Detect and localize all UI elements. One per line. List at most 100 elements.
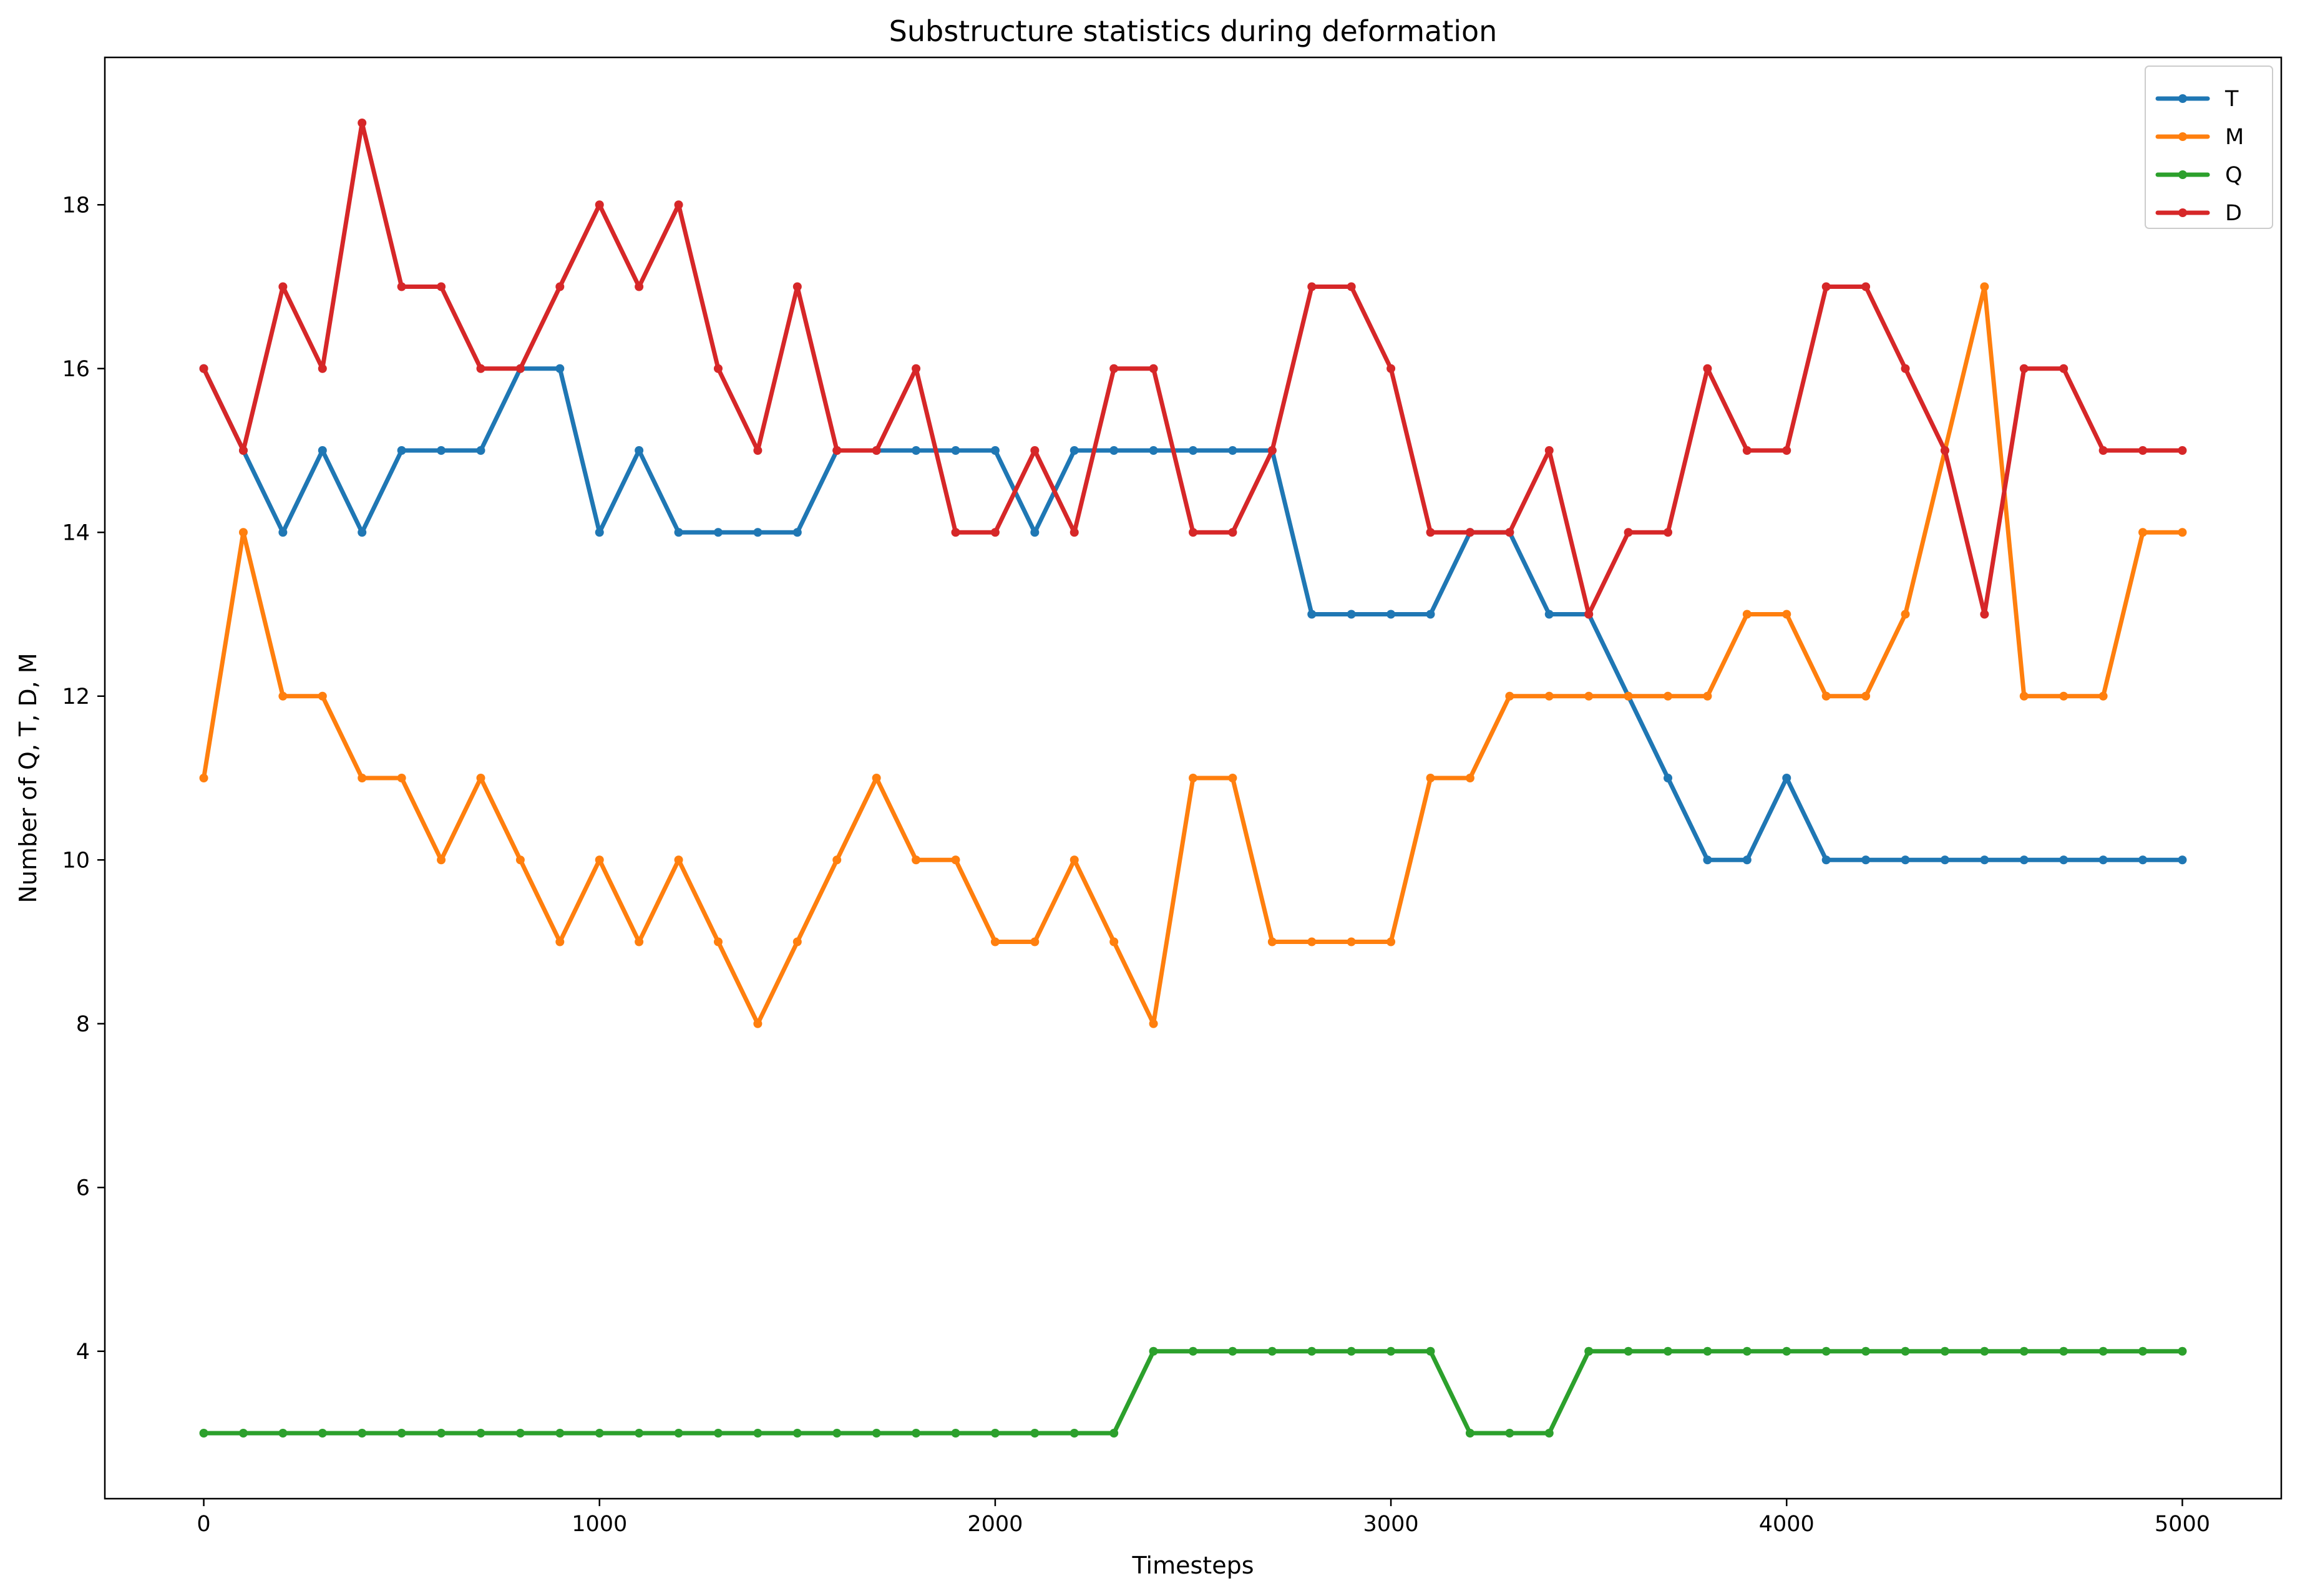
data-point-Q	[1901, 1346, 1910, 1356]
data-point-T	[635, 446, 644, 455]
data-point-D	[1703, 364, 1712, 373]
data-point-T	[792, 528, 802, 537]
data-point-Q	[1030, 1429, 1040, 1438]
data-point-M	[635, 937, 644, 946]
data-point-M	[1782, 610, 1791, 619]
data-point-D	[1307, 282, 1317, 291]
data-point-M	[1703, 691, 1712, 701]
data-point-D	[555, 282, 565, 291]
data-point-Q	[635, 1429, 644, 1438]
data-point-D	[1465, 528, 1474, 537]
data-point-D	[1584, 610, 1594, 619]
data-point-M	[437, 855, 446, 865]
data-point-Q	[1505, 1429, 1514, 1438]
data-point-Q	[2019, 1346, 2029, 1356]
data-point-M	[990, 937, 1000, 946]
data-point-M	[1149, 1019, 1158, 1028]
data-point-M	[1070, 855, 1079, 865]
data-point-M	[278, 691, 288, 701]
data-point-D	[1228, 528, 1237, 537]
data-point-Q	[2138, 1346, 2148, 1356]
data-point-Q	[1980, 1346, 1989, 1356]
y-tick-label: 12	[62, 684, 90, 709]
data-point-M	[674, 855, 683, 865]
data-point-Q	[1624, 1346, 1633, 1356]
data-point-T	[951, 446, 960, 455]
x-tick-label: 2000	[967, 1512, 1023, 1537]
data-point-D	[674, 200, 683, 210]
legend-label-T: T	[2224, 87, 2239, 112]
data-point-M	[2138, 528, 2148, 537]
data-point-T	[595, 528, 604, 537]
data-point-Q	[476, 1429, 485, 1438]
data-point-Q	[1465, 1429, 1474, 1438]
data-point-M	[595, 855, 604, 865]
data-point-D	[1544, 446, 1554, 455]
data-point-T	[1307, 610, 1317, 619]
data-point-Q	[753, 1429, 763, 1438]
data-point-T	[1664, 774, 1673, 782]
data-point-M	[358, 774, 367, 782]
data-point-Q	[555, 1429, 565, 1438]
legend-marker-D	[2178, 208, 2187, 217]
data-point-T	[476, 446, 485, 455]
data-point-M	[1267, 937, 1277, 946]
axes: 0 1000 2000 3000 4000 5000 4 6 8 10 12 14 16 18	[62, 56, 2283, 1537]
y-axis-title: Number of Q, T, D, M	[14, 653, 42, 903]
data-point-Q	[1386, 1346, 1396, 1356]
data-point-T	[397, 446, 406, 455]
data-point-Q	[1189, 1346, 1197, 1356]
data-point-M	[476, 774, 485, 782]
data-point-D	[1267, 446, 1277, 455]
data-point-Q	[437, 1429, 446, 1438]
data-point-D	[2059, 364, 2069, 373]
x-tick-label: 1000	[572, 1512, 627, 1537]
data-point-D	[1782, 446, 1791, 455]
data-point-D	[635, 282, 644, 291]
data-point-T	[1426, 610, 1435, 619]
data-point-T	[1940, 855, 1949, 865]
data-point-M	[1030, 937, 1040, 946]
data-point-T	[1070, 446, 1079, 455]
data-point-Q	[397, 1429, 406, 1438]
data-point-M	[1544, 691, 1554, 701]
data-point-T	[2178, 855, 2187, 865]
y-tick-label: 18	[62, 193, 90, 218]
data-point-M	[2019, 691, 2029, 701]
data-point-T	[2098, 855, 2108, 865]
data-point-T	[1703, 855, 1712, 865]
data-point-T	[1189, 446, 1197, 455]
data-point-Q	[1307, 1346, 1317, 1356]
data-point-D	[1347, 282, 1356, 291]
data-point-Q	[1267, 1346, 1277, 1356]
legend-label-Q: Q	[2225, 163, 2243, 188]
data-point-M	[713, 937, 723, 946]
data-point-M	[2059, 691, 2069, 701]
y-tick-label: 16	[62, 357, 90, 382]
data-point-M	[515, 855, 525, 865]
chart-title: Substructure statistics during deformati…	[889, 14, 1498, 48]
y-tick-label: 4	[76, 1340, 90, 1365]
y-tick-label: 8	[76, 1012, 90, 1037]
data-point-Q	[1940, 1346, 1949, 1356]
data-point-M	[1228, 774, 1237, 782]
data-point-T	[1149, 446, 1158, 455]
data-point-Q	[674, 1429, 683, 1438]
data-point-D	[753, 446, 763, 455]
data-point-T	[1386, 610, 1396, 619]
data-point-M	[1465, 774, 1474, 782]
data-point-T	[1782, 774, 1791, 782]
series-line-D	[202, 120, 2185, 616]
data-point-T	[318, 446, 327, 455]
y-tick-label: 10	[62, 848, 90, 873]
data-point-M	[1386, 937, 1396, 946]
data-point-T	[437, 446, 446, 455]
data-point-D	[199, 364, 208, 373]
data-point-Q	[1149, 1346, 1158, 1356]
data-point-T	[278, 528, 288, 537]
data-point-T	[2138, 855, 2148, 865]
data-point-Q	[912, 1429, 921, 1438]
data-point-T	[555, 364, 565, 373]
